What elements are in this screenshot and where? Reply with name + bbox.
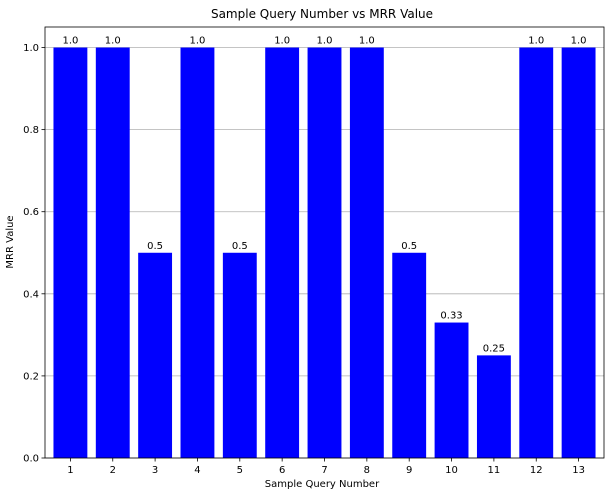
y-axis-label: MRR Value (5, 215, 16, 268)
x-tick-label: 8 (364, 465, 370, 476)
bar-11 (476, 355, 511, 458)
data-labels: 1.0 1.0 0.5 1.0 0.5 1.0 1.0 1.0 0.5 0.33 0.25 1.0 1.… (62, 36, 586, 355)
x-axis-ticks: 1 2 3 4 5 6 7 8 9 10 11 12 13 (67, 458, 585, 476)
data-label-3: 0.5 (147, 241, 163, 252)
bar-6 (265, 47, 300, 459)
bar-12 (519, 47, 554, 459)
bar-3 (138, 252, 173, 458)
x-tick-label: 1 (67, 465, 73, 476)
x-tick-label: 10 (445, 465, 458, 476)
x-tick-label: 4 (194, 465, 200, 476)
x-tick-label: 7 (321, 465, 327, 476)
data-label-4: 1.0 (190, 36, 206, 47)
data-label-11: 0.25 (483, 343, 505, 354)
y-axis-ticks: 0.0 0.2 0.4 0.6 0.8 1.0 (23, 43, 45, 465)
x-tick-label: 9 (406, 465, 412, 476)
data-label-10: 0.33 (440, 311, 462, 322)
x-tick-label: 5 (237, 465, 243, 476)
y-tick-label: 0.8 (23, 125, 39, 136)
x-tick-label: 12 (530, 465, 543, 476)
y-tick-label: 0.0 (23, 454, 39, 465)
chart-title: Sample Query Number vs MRR Value (211, 7, 433, 21)
x-axis-label: Sample Query Number (265, 479, 380, 490)
bar-8 (349, 47, 384, 459)
y-tick-label: 0.4 (23, 289, 39, 300)
bar-7 (307, 47, 342, 459)
data-label-7: 1.0 (317, 36, 333, 47)
data-label-6: 1.0 (274, 36, 290, 47)
x-tick-label: 13 (572, 465, 585, 476)
data-label-8: 1.0 (359, 36, 375, 47)
bar-4 (180, 47, 215, 459)
y-tick-label: 0.6 (23, 207, 39, 218)
data-label-1: 1.0 (62, 36, 78, 47)
x-tick-label: 2 (110, 465, 116, 476)
data-label-13: 1.0 (571, 36, 587, 47)
x-tick-label: 6 (279, 465, 285, 476)
bars (53, 47, 596, 459)
data-label-2: 1.0 (105, 36, 121, 47)
data-label-5: 0.5 (232, 241, 248, 252)
y-tick-label: 1.0 (23, 43, 39, 54)
bar-5 (222, 252, 257, 458)
x-tick-label: 3 (152, 465, 158, 476)
bar-1 (53, 47, 88, 459)
x-tick-label: 11 (488, 465, 501, 476)
bar-10 (434, 322, 469, 458)
data-label-12: 1.0 (528, 36, 544, 47)
bar-13 (561, 47, 596, 459)
data-label-9: 0.5 (401, 241, 417, 252)
y-tick-label: 0.2 (23, 371, 39, 382)
bar-9 (392, 252, 427, 458)
bar-2 (95, 47, 130, 459)
